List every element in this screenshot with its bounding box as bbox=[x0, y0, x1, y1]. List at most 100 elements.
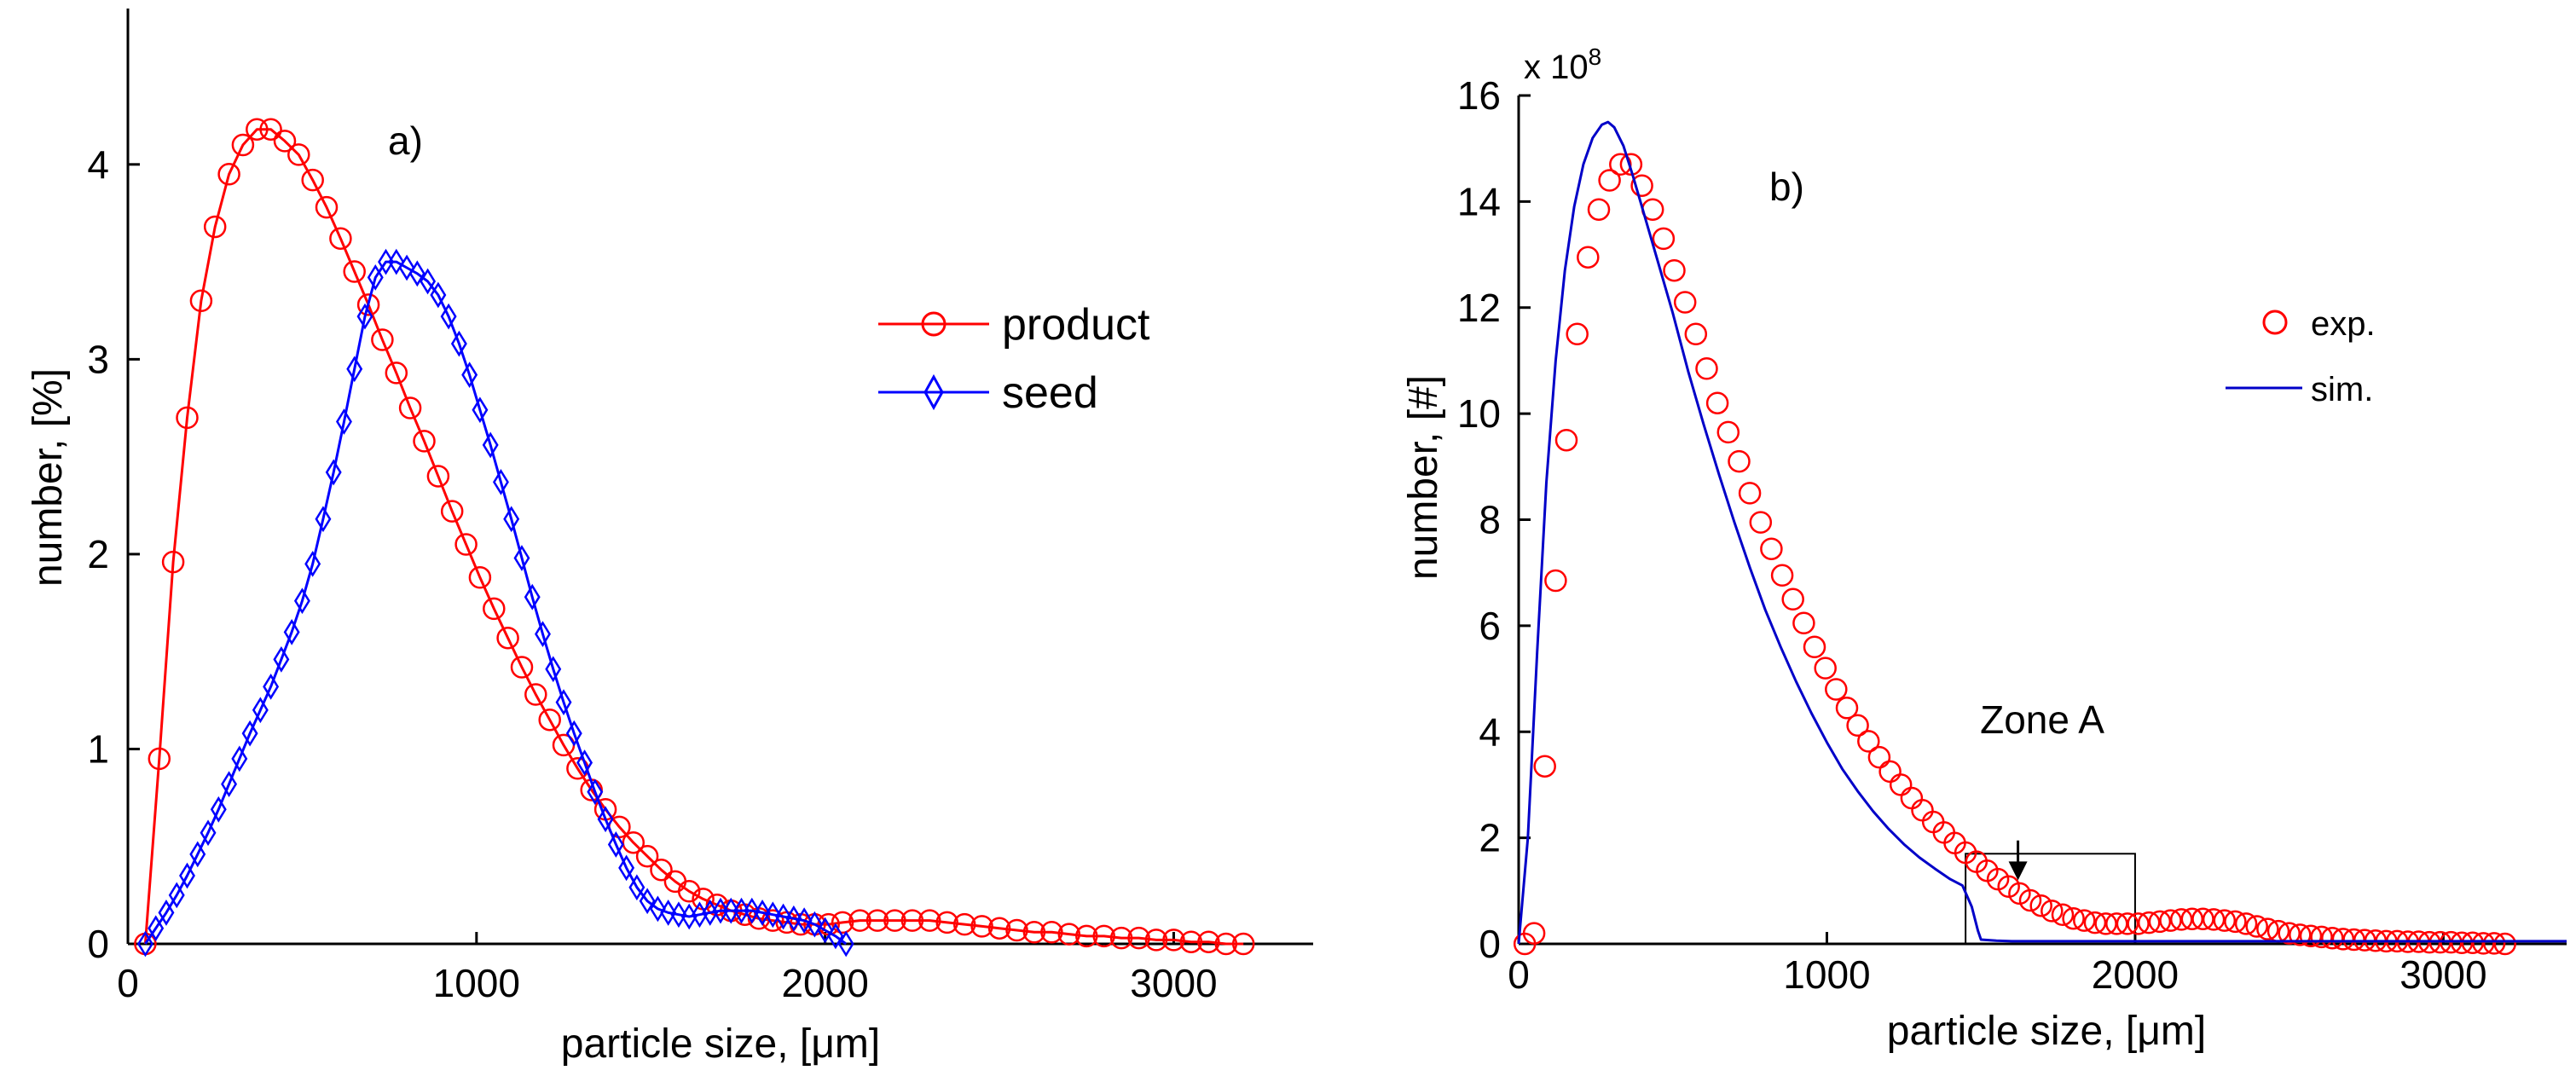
series-product-point-17 bbox=[371, 328, 394, 351]
series-exp-point-51 bbox=[2062, 906, 2085, 930]
series-product-point-2 bbox=[161, 550, 185, 574]
series-seed-point-32 bbox=[472, 396, 489, 424]
series-exp-point-8 bbox=[1598, 169, 1621, 192]
panel-a-label: a) bbox=[388, 119, 423, 163]
series-product-point-54 bbox=[900, 909, 924, 932]
series-seed-point-63 bbox=[796, 907, 813, 934]
series-exp-point-75 bbox=[2321, 926, 2344, 950]
series-seed-point-31 bbox=[461, 362, 478, 389]
series-exp-point-88 bbox=[2461, 931, 2485, 955]
panel-a-ytick-label-2: 2 bbox=[87, 532, 109, 576]
series-product-point-21 bbox=[426, 465, 450, 488]
series-exp-point-15 bbox=[1673, 291, 1697, 314]
series-product-point-73 bbox=[1231, 932, 1255, 956]
series-exp-point-59 bbox=[2148, 910, 2172, 934]
series-exp-point-5 bbox=[1566, 322, 1589, 346]
series-seed-point-30 bbox=[450, 330, 467, 357]
series-exp-point-64 bbox=[2202, 908, 2226, 931]
series-exp-point-58 bbox=[2137, 911, 2161, 934]
panel-b-ticks: 0 1000 2000 3000 0 2 4 6 8 10 12 14 16 bbox=[1457, 73, 2487, 997]
panel-b-xtick-label-2: 2000 bbox=[2092, 952, 2179, 997]
series-seed-point-44 bbox=[597, 806, 614, 833]
series-product-point-72 bbox=[1214, 932, 1238, 956]
series-product-point-3 bbox=[176, 406, 199, 430]
series-exp-point-23 bbox=[1760, 537, 1783, 560]
series-seed-point-27 bbox=[420, 268, 437, 295]
series-seed-point-16 bbox=[304, 550, 321, 577]
series-seed-point-29 bbox=[440, 303, 457, 330]
series-exp-point-11 bbox=[1630, 174, 1653, 197]
series-seed-point-9 bbox=[231, 745, 248, 772]
series-product-point-71 bbox=[1197, 930, 1220, 953]
series-seed-point-19 bbox=[336, 408, 352, 435]
series-product-point-51 bbox=[848, 909, 871, 932]
series-seed-point-7 bbox=[210, 796, 227, 823]
series-exp-point-71 bbox=[2278, 922, 2301, 945]
series-seed-point-62 bbox=[785, 905, 802, 932]
series-product-point-11 bbox=[287, 143, 310, 166]
series-product-point-13 bbox=[315, 195, 339, 219]
series-seed-point-23 bbox=[378, 248, 394, 275]
panel-b-ytick-label-0: 0 bbox=[1479, 922, 1501, 966]
panel-a-legend: product seed bbox=[878, 300, 1150, 418]
legend-seed-label: seed bbox=[1002, 368, 1098, 418]
series-exp-point-61 bbox=[2169, 908, 2193, 931]
series-product-point-15 bbox=[343, 260, 366, 283]
panel-b-y-multiplier-exp: 8 bbox=[1589, 43, 1602, 70]
panel-a-ytick-label-1: 1 bbox=[87, 726, 109, 771]
series-seed-point-25 bbox=[398, 254, 415, 281]
legend-sim-label: sim. bbox=[2311, 371, 2373, 408]
panel-a-ylabel: number, [%] bbox=[26, 368, 71, 587]
legend-exp-marker bbox=[2262, 310, 2288, 335]
series-seed-point-43 bbox=[587, 778, 604, 806]
panel-b-ytick-label-1: 2 bbox=[1479, 816, 1501, 860]
panel-b-ylabel: number, [#] bbox=[1401, 375, 1446, 580]
series-seed-point-48 bbox=[639, 888, 656, 915]
series-seed-point-56 bbox=[722, 897, 739, 924]
series-product-point-25 bbox=[483, 597, 506, 621]
series-exp-point-6 bbox=[1577, 246, 1600, 269]
series-product-point-8 bbox=[246, 118, 269, 141]
panel-b-series bbox=[1513, 120, 2567, 956]
series-product-point-53 bbox=[883, 909, 906, 932]
series-exp-point-7 bbox=[1587, 198, 1611, 221]
panel-a-xlabel-prefix: particle size, [ bbox=[561, 1021, 811, 1067]
series-product-point-59 bbox=[987, 917, 1011, 940]
panel-b-xlabel-unit: μm bbox=[2137, 1009, 2195, 1054]
series-seed-point-66 bbox=[827, 923, 844, 950]
series-product-point-50 bbox=[831, 911, 854, 934]
panel-b-y-multiplier: x 108 bbox=[1524, 43, 1601, 86]
series-exp-point-66 bbox=[2224, 910, 2247, 934]
series-exp-point-28 bbox=[1814, 657, 1837, 680]
series-exp-point-63 bbox=[2191, 907, 2214, 931]
series-seed-point-6 bbox=[200, 819, 217, 847]
series-product-point-65 bbox=[1092, 924, 1115, 948]
series-product-point-19 bbox=[398, 396, 422, 419]
series-seed-point-2 bbox=[158, 900, 175, 926]
series-product-point-18 bbox=[385, 362, 408, 385]
series-exp-point-69 bbox=[2256, 917, 2279, 940]
series-exp-point-54 bbox=[2094, 912, 2117, 935]
zone-a-arrow-head bbox=[2008, 861, 2028, 881]
panel-a-series bbox=[134, 118, 1255, 958]
series-exp-point-20 bbox=[1728, 449, 1751, 473]
series-product-point-62 bbox=[1040, 921, 1063, 944]
series-seed-point-50 bbox=[660, 900, 677, 926]
series-seed-point-61 bbox=[775, 903, 792, 930]
series-exp-point-45 bbox=[1997, 875, 2020, 899]
series-exp-point-25 bbox=[1781, 587, 1804, 611]
series-seed-point-24 bbox=[388, 248, 405, 275]
series-seed-point-67 bbox=[837, 930, 854, 958]
series-product-point-27 bbox=[510, 656, 534, 679]
series-product-point-6 bbox=[217, 163, 240, 186]
panel-a-ytick-label-4: 4 bbox=[87, 142, 109, 187]
series-product-point-64 bbox=[1075, 924, 1098, 948]
panel-b-ytick-label-5: 10 bbox=[1457, 391, 1501, 436]
panel-a-ticks: 0 1000 2000 3000 0 1 2 3 4 bbox=[87, 142, 1217, 1005]
series-product-point-14 bbox=[329, 227, 352, 250]
series-exp-point-53 bbox=[2083, 911, 2107, 934]
series-exp-point-33 bbox=[1867, 745, 1891, 769]
series-seed-point-12 bbox=[263, 673, 280, 700]
